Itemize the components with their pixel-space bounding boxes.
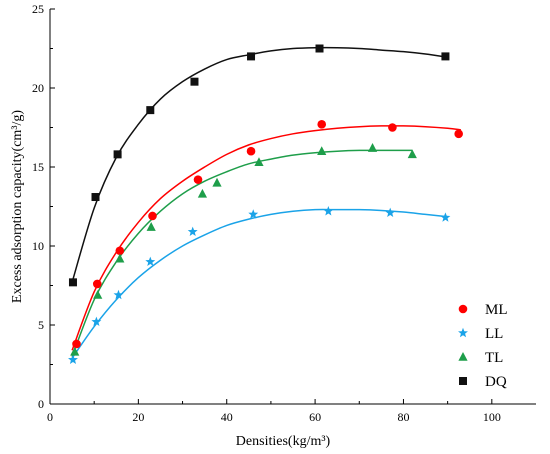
legend-item-ml: ML [458, 302, 508, 318]
fit-curve-ll [71, 208, 448, 359]
legend-label: TL [485, 350, 503, 366]
legend-label: LL [485, 326, 503, 342]
data-point-ll [145, 256, 156, 267]
data-point-dq [190, 77, 199, 86]
series-dq [68, 44, 450, 287]
series-tl [70, 143, 417, 356]
legend-label: ML [485, 302, 508, 318]
data-point-ll [68, 354, 78, 364]
legend-item-ll: LL [458, 326, 503, 342]
data-point-tl [317, 146, 327, 155]
legend-item-tl: TL [458, 350, 503, 366]
x-tick-label: 0 [47, 410, 53, 424]
data-point-ml [388, 123, 397, 132]
data-point-ll [187, 226, 198, 236]
x-tick-label: 100 [483, 410, 501, 424]
data-point-ll [113, 289, 124, 300]
data-point-ml [148, 211, 157, 221]
fit-curve-tl [71, 149, 413, 357]
data-point-tl [212, 177, 222, 187]
legend-marker-dq [459, 377, 467, 385]
y-tick-label: 15 [32, 160, 44, 174]
data-point-dq [113, 150, 122, 159]
x-tick-label: 20 [132, 410, 144, 424]
data-point-tl [367, 143, 378, 152]
y-tick-label: 0 [38, 397, 44, 411]
y-tick-label: 20 [32, 81, 44, 95]
data-point-ml [246, 146, 256, 156]
data-point-ml [193, 175, 203, 184]
x-tick-label: 80 [397, 410, 409, 424]
data-point-dq [315, 44, 324, 53]
legend-marker-ml [458, 304, 468, 314]
x-tick-label: 60 [309, 410, 321, 424]
data-point-ml [454, 129, 463, 139]
data-point-ll [385, 207, 396, 218]
y-axis-title: Excess adsorption capacity(cm³/g) [10, 110, 25, 303]
data-point-dq [146, 106, 155, 115]
data-point-dq [68, 278, 77, 287]
y-tick-label: 25 [32, 2, 44, 16]
data-point-ml [317, 120, 327, 129]
y-tick-label: 5 [38, 318, 44, 332]
data-point-tl [254, 157, 264, 167]
data-point-ll [248, 209, 259, 219]
fit-curve-dq [71, 46, 448, 283]
data-point-ml [72, 339, 81, 349]
data-point-tl [146, 222, 156, 231]
data-point-dq [247, 52, 256, 61]
data-point-tl [70, 346, 80, 356]
x-tick-label: 40 [221, 410, 233, 424]
data-point-dq [441, 52, 450, 61]
fit-curve-ml [71, 125, 461, 351]
legend-item-dq: DQ [459, 374, 507, 390]
data-point-tl [407, 149, 417, 159]
legend-label: DQ [485, 374, 507, 390]
series-ml [72, 120, 463, 349]
legend-marker-tl [458, 352, 468, 361]
data-point-ml [92, 279, 102, 289]
legend-marker-ll [458, 327, 468, 338]
axes: 0 5 10 15 20 25 0 20 40 60 80 100 Densities(kg/m³) Ex… [10, 2, 536, 449]
data-markers [68, 44, 463, 364]
data-point-ll [323, 206, 334, 216]
data-point-ll [440, 212, 451, 222]
series-ll [68, 206, 451, 364]
data-point-dq [91, 193, 100, 202]
data-point-ll [91, 316, 102, 327]
data-point-tl [197, 188, 208, 198]
data-point-tl [93, 289, 103, 299]
data-point-tl [115, 253, 125, 263]
data-point-ml [115, 246, 125, 256]
y-tick-label: 10 [32, 239, 44, 253]
legend: ML LL TL DQ [458, 302, 508, 390]
x-axis-title: Densities(kg/m³) [236, 434, 331, 449]
fit-curves [71, 46, 461, 359]
